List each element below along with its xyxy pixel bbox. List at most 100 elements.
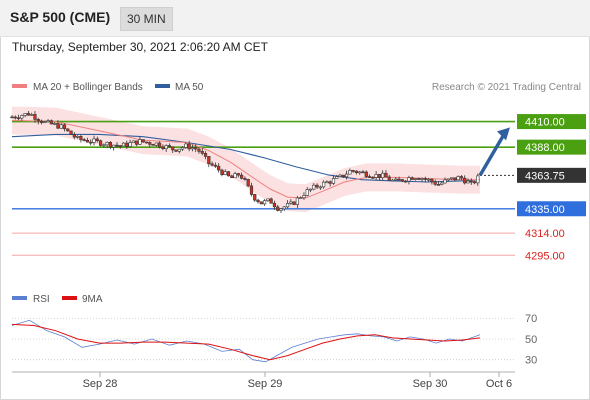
candle-body [161,146,165,149]
candle-body [203,153,208,157]
bollinger-band [12,106,480,213]
candle-body [95,138,99,142]
candle-body [49,120,53,125]
candle-body [394,178,398,181]
candle-body [236,173,240,176]
level-label: 4335.00 [525,204,565,216]
candle-body [158,142,162,148]
candle-body [417,178,421,180]
legend-swatch-rsi [12,296,27,300]
candle-body [249,185,254,195]
candle-body [381,172,385,178]
candle-body [180,147,185,150]
level-label: 4388.00 [525,142,565,154]
candle-body [174,149,178,152]
candle-body [13,116,17,119]
candle-body [335,176,339,179]
candle-body [397,178,401,181]
candle-body [112,144,116,148]
candle-body [299,197,303,199]
candle-body [200,151,204,154]
candle-body [141,139,145,143]
candle-body [387,176,391,181]
candle-body [223,171,227,175]
level-label: 4410.00 [525,117,565,129]
candle-body [167,145,172,148]
candle-body [187,143,191,150]
chart-header: S&P 500 (CME) 30 MIN [0,0,590,37]
candle-body [463,177,467,184]
legend-label-rsi: RSI [33,294,50,305]
candle-body [390,179,395,182]
candle-body [62,124,67,130]
candle-body [325,181,329,184]
candle-body [59,124,63,129]
candle-body [246,179,250,187]
candle-body [331,178,336,184]
candle-body [220,169,224,175]
candle-body [79,136,83,140]
candle-body [53,123,57,125]
candle-body [384,172,388,178]
candle-body [194,147,198,150]
candle-body [371,176,375,179]
candle-body [289,201,293,204]
rsi-series-9ma [11,323,481,361]
candle-body [26,113,31,116]
ma20-line [11,119,480,199]
candle-body [361,171,365,174]
candle-body [217,165,221,171]
legend-label-9ma: 9MA [82,294,103,305]
candle-body [138,139,142,145]
candle-body [82,139,86,141]
candle-body [30,114,34,116]
timestamp: Thursday, September 30, 2021 2:06:20 AM … [12,40,268,54]
candle-body [184,143,188,148]
candle-body [440,182,444,185]
candle-body [23,113,27,116]
candle-body [135,140,139,145]
candle-body [164,145,168,149]
legend-swatch-ma50 [155,84,170,88]
candle-body [285,203,290,208]
candle-body [226,171,231,177]
candle-body [358,171,362,174]
candle-body [213,164,217,167]
candle-body [177,148,181,152]
candle-body [105,142,109,146]
candle-body [476,175,480,184]
x-tick-label: Oct 6 [486,378,512,390]
candle-body [98,140,103,146]
x-tick-label: Sep 30 [413,378,448,390]
level-tag-support [517,201,586,217]
rsi-tick-label: 30 [525,355,537,367]
candle-body [92,138,96,143]
candle-body [259,201,263,205]
x-tick-label: Sep 29 [248,378,283,390]
x-tick-label: Sep 28 [83,378,118,390]
candle-body [20,115,24,119]
candle-body [436,184,441,186]
candle-body [308,188,313,191]
candle-body [210,163,214,166]
candle-body [76,136,80,138]
candle-body [154,142,158,146]
candle-body [433,181,437,185]
candle-body [102,144,106,147]
candle-body [318,186,322,189]
candle-body [128,142,132,147]
legend-swatch-ma20 [12,84,27,88]
candle-body [240,174,244,179]
candle-body [16,117,21,120]
candle-body [131,140,135,144]
candle-body [449,177,454,180]
candle-body [338,174,342,177]
candle-body [72,134,76,138]
candle-body [262,200,267,205]
candle-body [407,177,411,182]
timeframe-button[interactable]: 30 MIN [120,7,173,31]
candle-body [443,179,447,184]
candle-body [413,178,418,180]
forecast-arrowhead [497,127,510,141]
